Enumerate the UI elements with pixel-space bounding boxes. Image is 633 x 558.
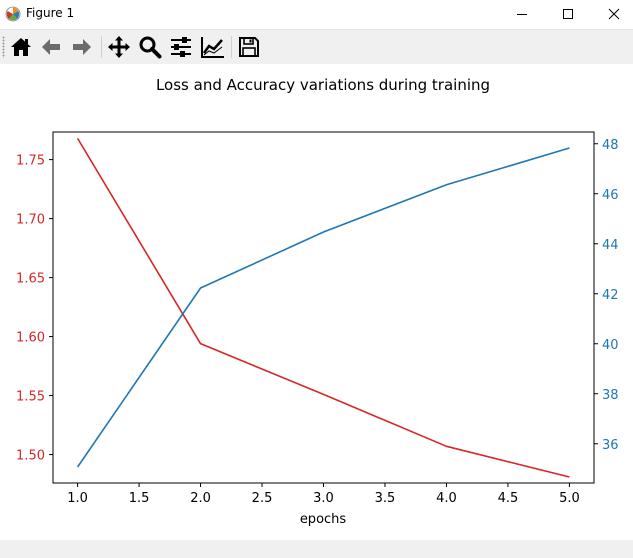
sliders-icon xyxy=(171,37,191,57)
floppy-disk-icon xyxy=(239,37,259,57)
toolbar-separator xyxy=(231,36,232,58)
x-tick-label: 1.0 xyxy=(67,491,88,506)
close-button[interactable] xyxy=(591,0,633,28)
figure-canvas[interactable]: Loss and Accuracy variations during trai… xyxy=(0,64,633,540)
x-tick-label: 4.0 xyxy=(436,491,457,506)
y-left-tick-label: 1.65 xyxy=(16,272,45,287)
y-left-tick-label: 1.50 xyxy=(16,449,45,464)
x-tick-label: 1.5 xyxy=(129,491,150,506)
x-tick-label: 3.5 xyxy=(375,491,396,506)
x-tick-label: 2.5 xyxy=(252,491,273,506)
y-right-tick-label: 44 xyxy=(602,238,619,253)
line-chart-icon xyxy=(201,37,224,58)
toolbar-grip[interactable] xyxy=(2,36,5,58)
maximize-icon xyxy=(563,9,573,19)
x-tick-label: 5.0 xyxy=(559,491,580,506)
move-icon xyxy=(108,36,130,58)
x-axis-label: epochs xyxy=(300,512,347,527)
toolbar-separator xyxy=(101,36,102,58)
edit-axis-button[interactable] xyxy=(200,34,226,60)
figure-background xyxy=(0,64,633,540)
y-right-tick-label: 36 xyxy=(602,438,619,453)
accuracy-line xyxy=(76,147,570,468)
pan-button[interactable] xyxy=(106,34,132,60)
y-right-tick-label: 48 xyxy=(602,138,619,153)
title-bar: Figure 1 xyxy=(0,0,633,28)
y-left-tick-label: 1.75 xyxy=(16,154,45,169)
subplots-button[interactable] xyxy=(168,34,194,60)
close-icon xyxy=(608,8,620,20)
window-title: Figure 1 xyxy=(26,6,75,20)
plot-area: 1.0 1.5 2.0 2.5 3.0 3.5 4.0 4.5 5.0 1.50 1.55 1.60 1… xyxy=(16,131,619,506)
back-button[interactable] xyxy=(38,34,64,60)
y-left-tick-label: 1.55 xyxy=(16,390,45,405)
y-right-tick-label: 40 xyxy=(602,338,619,353)
x-tick-label: 3.0 xyxy=(313,491,334,506)
arrow-left-icon xyxy=(42,39,60,55)
minimize-button[interactable] xyxy=(499,0,545,28)
matplotlib-logo-icon xyxy=(5,6,21,22)
y-right-tick-label: 38 xyxy=(602,388,619,403)
chart-title: Loss and Accuracy variations during trai… xyxy=(156,76,490,94)
maximize-button[interactable] xyxy=(545,0,591,28)
zoom-button[interactable] xyxy=(137,34,163,60)
loss-line xyxy=(76,137,570,478)
status-bar xyxy=(0,540,633,558)
save-button[interactable] xyxy=(236,34,262,60)
x-tick-label: 2.0 xyxy=(190,491,211,506)
minimize-icon xyxy=(517,14,527,15)
arrow-right-icon xyxy=(73,39,91,55)
y-left-tick-label: 1.60 xyxy=(16,331,45,346)
magnifier-icon xyxy=(139,36,162,59)
x-tick-label: 4.5 xyxy=(498,491,519,506)
home-icon xyxy=(11,38,31,56)
y-right-tick-label: 46 xyxy=(602,188,619,203)
navigation-toolbar xyxy=(0,29,633,64)
y-right-tick-label: 42 xyxy=(602,288,619,303)
home-button[interactable] xyxy=(8,34,34,60)
y-left-tick-label: 1.70 xyxy=(16,213,45,228)
forward-button[interactable] xyxy=(69,34,95,60)
